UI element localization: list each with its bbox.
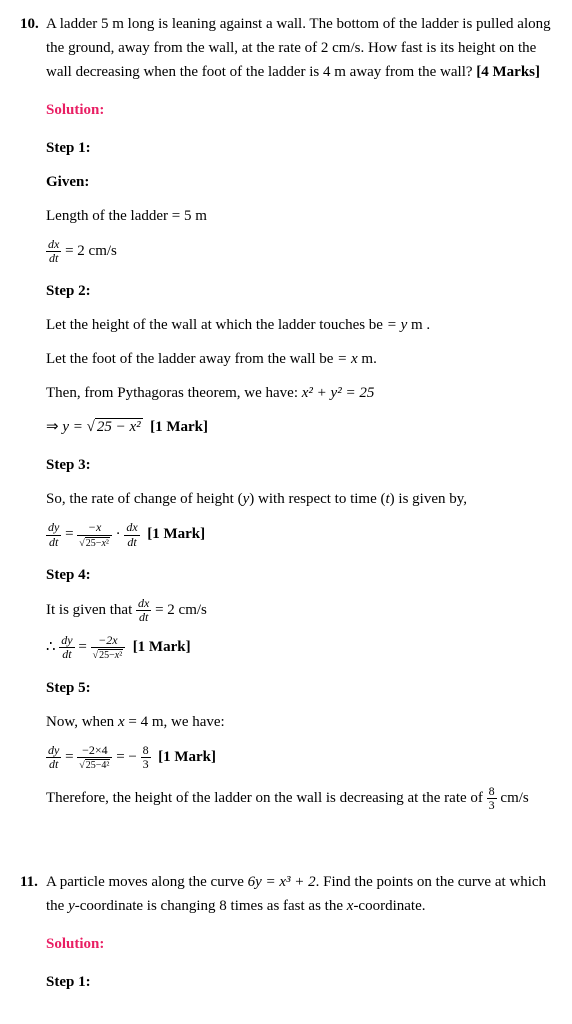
given-label: Given: xyxy=(46,170,552,194)
question-body: A ladder 5 m long is leaning against a w… xyxy=(46,12,552,84)
result-frac2: 83 xyxy=(487,785,497,812)
y-var: = y xyxy=(387,317,408,333)
question-body-11: A particle moves along the curve 6y = x³… xyxy=(46,870,552,918)
conclusion-b: cm/s xyxy=(500,790,528,806)
step2-line4: ⇒ y = √25 − x² [1 Mark] xyxy=(46,415,552,439)
question-10-text: 10. A ladder 5 m long is leaning against… xyxy=(20,12,552,84)
step3-label: Step 3: xyxy=(46,453,552,477)
step5-mark: [1 Mark] xyxy=(158,749,216,765)
t-paren: t xyxy=(386,491,390,507)
question-11-text: 11. A particle moves along the curve 6y … xyxy=(20,870,552,918)
step3-line1b: with respect to time xyxy=(254,491,380,507)
question-11: 11. A particle moves along the curve 6y … xyxy=(20,870,552,994)
step2-line3: Then, from Pythagoras theorem, we have: … xyxy=(46,381,552,405)
question-number-11: 11. xyxy=(20,870,46,918)
q11-text-d: -coordinate. xyxy=(353,898,425,914)
question-number: 10. xyxy=(20,12,46,84)
step4-eq: ∴ dydt = −2x√25−x² [1 Mark] xyxy=(46,634,552,661)
question-text-content: A ladder 5 m long is leaning against a w… xyxy=(46,16,551,80)
given-line2-eq: = 2 cm/s xyxy=(65,243,117,259)
result-frac: 83 xyxy=(141,744,151,771)
conclusion: Therefore, the height of the ladder on t… xyxy=(46,785,552,812)
y-coord: y xyxy=(68,898,75,914)
given-line2: dxdt = 2 cm/s xyxy=(46,238,552,265)
step2-label: Step 2: xyxy=(46,279,552,303)
marks-header: [4 Marks] xyxy=(476,64,540,80)
conclusion-a: Therefore, the height of the ladder on t… xyxy=(46,790,487,806)
calc-frac: −2×4√25−4² xyxy=(77,744,112,771)
step5-line1b: = 4 m, we have: xyxy=(125,714,225,730)
q11-text-c: -coordinate is changing 8 times as fast … xyxy=(75,898,347,914)
step3-line1c: is given by, xyxy=(395,491,467,507)
pythagoras-eq: x² + y² = 25 xyxy=(302,385,375,401)
neg-x-frac: −x√25−x² xyxy=(77,521,112,548)
step5-line1: Now, when x = 4 m, we have: xyxy=(46,710,552,734)
dydt-frac: dydt xyxy=(46,521,61,548)
solution-label-11: Solution: xyxy=(46,932,552,956)
step2-line1b: m . xyxy=(407,317,430,333)
dydt-frac2: dydt xyxy=(59,634,74,661)
step3-eq: dydt = −x√25−x² · dxdt [1 Mark] xyxy=(46,521,552,548)
step4-line1-eq: = 2 cm/s xyxy=(155,602,207,618)
y-paren: y xyxy=(243,491,250,507)
step4-line1: It is given that dxdt = 2 cm/s xyxy=(46,597,552,624)
step1-label-11: Step 1: xyxy=(46,970,552,994)
step4-line1-text: It is given that xyxy=(46,602,136,618)
step3-line1: So, the rate of change of height (y) wit… xyxy=(46,487,552,511)
step2-line1: Let the height of the wall at which the … xyxy=(46,313,552,337)
step4-mark: [1 Mark] xyxy=(133,639,191,655)
y-eq: y = xyxy=(62,419,86,435)
step2-line2: Let the foot of the ladder away from the… xyxy=(46,347,552,371)
x-var: = x xyxy=(337,351,358,367)
step5-line1a: Now, when xyxy=(46,714,118,730)
q11-text-a: A particle moves along the curve xyxy=(46,874,248,890)
question-10: 10. A ladder 5 m long is leaning against… xyxy=(20,12,552,812)
dydt-frac3: dydt xyxy=(46,744,61,771)
step2-line4-prefix: ⇒ xyxy=(46,419,62,435)
step3-mark: [1 Mark] xyxy=(147,527,205,543)
step2-mark: [1 Mark] xyxy=(150,419,208,435)
step3-line1a: So, the rate of change of height xyxy=(46,491,238,507)
dxdt-frac3: dxdt xyxy=(136,597,151,624)
dxdt-fraction: dxdt xyxy=(46,238,61,265)
step1-label: Step 1: xyxy=(46,136,552,160)
step4-label: Step 4: xyxy=(46,563,552,587)
solution-label: Solution: xyxy=(46,98,552,122)
step5-eq: dydt = −2×4√25−4² = − 83 [1 Mark] xyxy=(46,744,552,771)
step5-label: Step 5: xyxy=(46,676,552,700)
step2-line2a: Let the foot of the ladder away from the… xyxy=(46,351,337,367)
neg2x-frac: −2x√25−x² xyxy=(91,634,126,661)
given-line1: Length of the ladder = 5 m xyxy=(46,204,552,228)
step2-line3a: Then, from Pythagoras theorem, we have: xyxy=(46,385,302,401)
curve-eq: 6y = x³ + 2 xyxy=(248,874,316,890)
x-coord: x xyxy=(347,898,354,914)
x4-var: x xyxy=(118,714,125,730)
step2-line1a: Let the height of the wall at which the … xyxy=(46,317,387,333)
dxdt-frac2: dxdt xyxy=(124,521,139,548)
step2-line2b: m. xyxy=(358,351,377,367)
sqrt-expr: √25 − x² xyxy=(87,415,143,439)
